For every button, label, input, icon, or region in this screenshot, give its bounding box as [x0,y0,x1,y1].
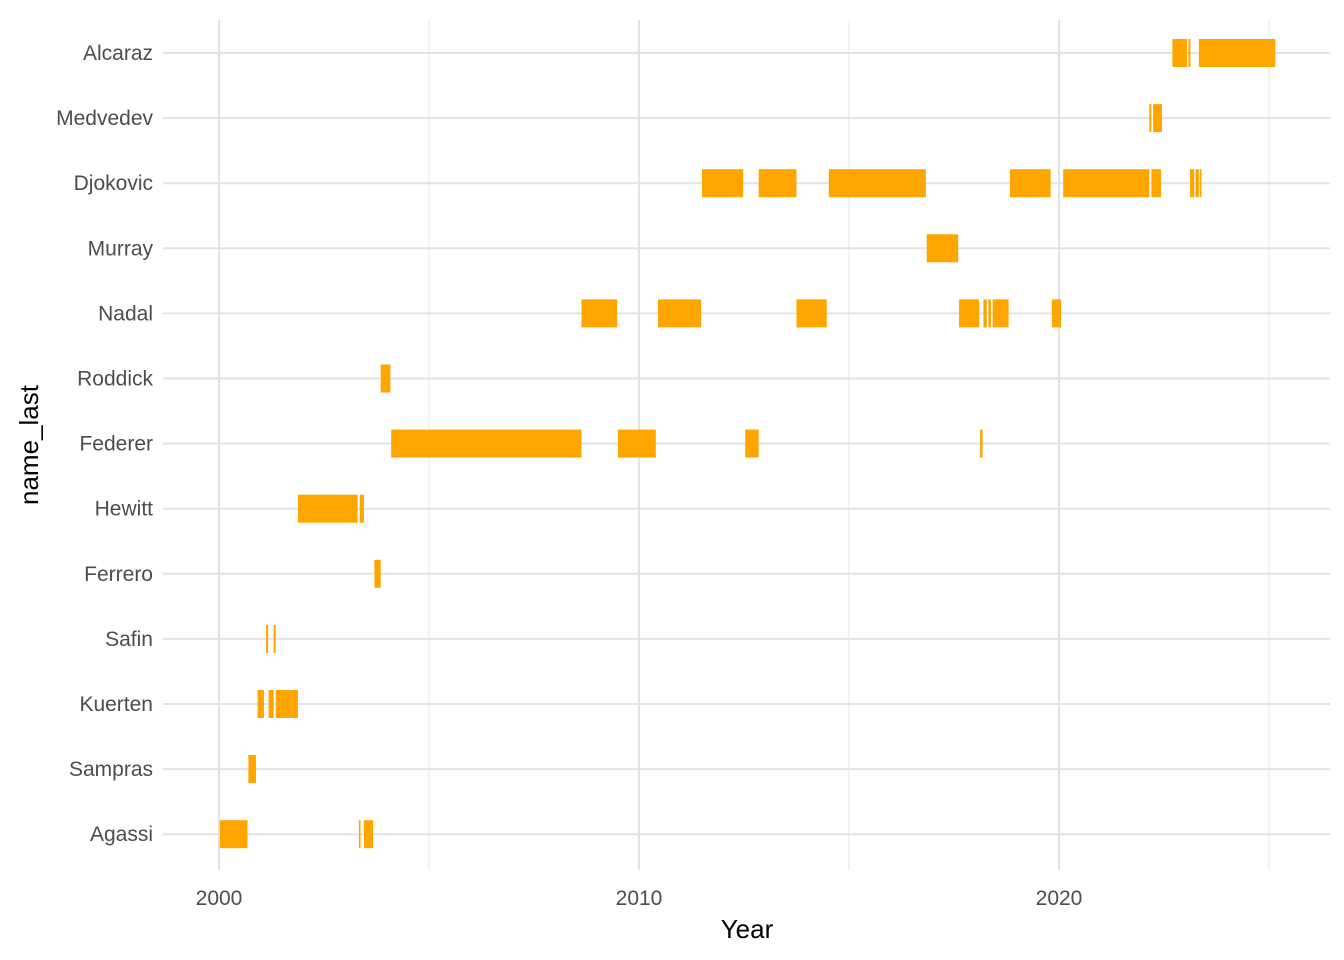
span-bar [796,299,827,328]
y-tick-label: Kuerten [79,693,153,716]
span-bar [1063,169,1150,198]
span-bar [988,299,991,328]
span-bar [219,820,248,849]
span-bar [257,690,264,718]
y-tick-label: Federer [79,433,153,456]
span-bar [983,299,987,328]
y-tick-label: Murray [88,237,154,260]
span-bar [248,755,256,784]
span-bar [1009,169,1051,198]
span-bar [374,559,381,588]
span-bar [581,299,618,328]
y-tick-label: Safin [105,628,153,651]
span-bar [1199,169,1202,198]
y-tick-label: Djokovic [74,172,153,195]
y-tick-label: Alcaraz [83,42,153,65]
span-bar [1172,39,1188,67]
span-bar [358,820,361,849]
x-axis-title: Year [721,914,774,944]
span-bar [1151,169,1162,198]
span-bar [275,690,298,718]
y-tick-label: Roddick [77,368,153,391]
span-bar [992,299,1009,328]
x-tick-label: 2010 [616,887,663,910]
y-tick-label: Medvedev [56,107,153,130]
span-bar [745,429,759,458]
span-bar [980,429,983,458]
span-bar [1195,169,1199,198]
span-bar [359,494,364,523]
span-bar [1153,104,1162,133]
span-bar [297,494,358,523]
span-bar [1051,299,1062,328]
x-tick-labels: 2000 2010 2020 [196,887,1083,910]
y-tick-label: Hewitt [95,498,154,521]
y-tick-label: Ferrero [84,563,153,586]
span-bar [959,299,980,328]
span-bar [828,169,926,198]
span-bar [1188,39,1191,67]
span-bar [1149,104,1152,133]
span-bar [391,429,582,458]
span-bar [268,690,274,718]
span-bar [273,624,276,653]
y-axis-title: name_last [14,384,44,505]
span-bar [1198,39,1276,67]
x-tick-label: 2000 [196,887,243,910]
y-tick-labels: Agassi Sampras Kuerten Safin Ferrero Hewitt Fe… [56,42,153,846]
x-tick-label: 2020 [1036,887,1083,910]
span-bar [380,364,391,393]
span-bar [363,820,374,849]
span-bar [618,429,656,458]
span-bar [657,299,702,328]
bar-spans [219,39,1276,849]
span-bar [1190,169,1195,198]
y-tick-label: Nadal [98,302,153,325]
y-tick-label: Agassi [90,823,153,846]
span-bar [266,624,269,653]
y-tick-label: Sampras [69,758,153,781]
span-bar [926,234,959,263]
span-bar [758,169,797,198]
span-bar [702,169,744,198]
